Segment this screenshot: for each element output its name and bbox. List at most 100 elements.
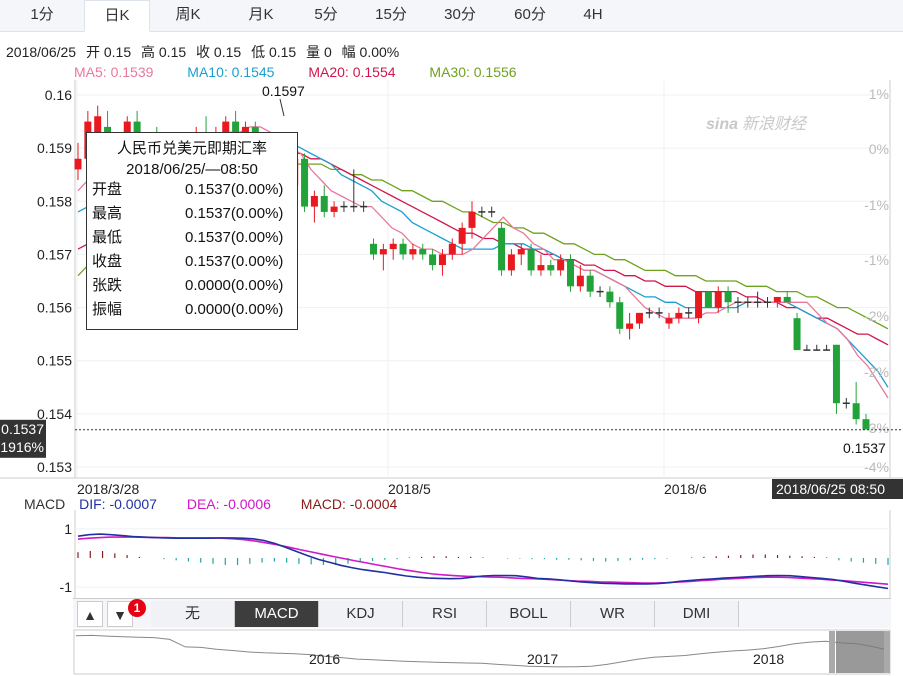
macd-title: MACD [24,496,66,512]
tab-1[interactable]: 日K [84,0,150,32]
indicator-macd[interactable]: MACD [235,601,319,627]
current-pct-label: -3.1916% [0,439,44,455]
dea-line [77,536,889,585]
indicator-wr[interactable]: WR [571,601,655,627]
tab-7[interactable]: 60分 [514,6,546,23]
info-date: 2018/06/25 [6,44,77,60]
indicator-kdj[interactable]: KDJ [319,601,403,627]
candle-body [222,121,230,133]
overview-year-label: 2018 [753,651,784,667]
info-open: 开 0.15 [85,44,132,60]
candle-body [616,302,624,329]
candle-body [419,249,427,255]
overview-frame [73,629,891,675]
pct-tick-label: 1% [869,86,889,102]
pct-tick-label: -2% [864,308,889,324]
x-tick-label: 2018/5 [388,481,431,497]
candle-body [704,291,712,308]
candle-body [537,265,545,271]
tooltip-value: 0.0000(0.00%) [185,277,284,294]
period-tabs: 1分 日K 周K 月K 5分 15分 30分 60分 4H [0,0,903,32]
y-tick-label: 0.159 [37,140,72,156]
candle-body [458,227,466,244]
candle-body [74,158,82,170]
candle-body [783,296,791,303]
info-change: 幅 0.00% [341,44,400,60]
tab-5[interactable]: 15分 [375,6,407,23]
candle-body [527,249,535,271]
overview-year-label: 2016 [309,651,340,667]
tab-0[interactable]: 1分 [30,6,54,23]
ma5-legend: MA5: 0.1539 [74,64,154,80]
indicator-无[interactable]: 无 [151,601,235,627]
candle-body [320,195,328,212]
candle-body [862,419,870,430]
pct-tick-label: -1% [864,197,889,213]
tooltip-value: 0.1537(0.00%) [185,205,284,222]
y-tick-label: 0.157 [37,246,72,262]
candle-body [576,275,584,287]
tooltip-value: 0.1537(0.00%) [185,229,284,246]
y-tick-label: 0.156 [37,300,72,316]
scroll-up-button[interactable]: ▲ [77,601,103,627]
watermark-text: 新浪财经 [742,115,808,133]
pct-tick-label: 0% [869,141,889,157]
notification-badge: 1 [128,599,146,617]
overview-navigator[interactable]: 2016 2017 2018 [0,628,903,676]
macd-value-legend: MACD: -0.0004 [300,496,398,512]
tab-2[interactable]: 周K [175,6,201,23]
tooltip-row: 最高 0.1537(0.00%) [87,202,297,226]
candle-body [232,121,240,133]
tooltip-row: 振幅 0.0000(0.00%) [87,298,297,322]
info-low: 低 0.15 [251,44,297,60]
candle-body [429,254,437,266]
price-label-bg [0,419,46,458]
candle-body [409,249,417,255]
tab-3[interactable]: 月K [248,6,274,23]
scroll-down-button[interactable]: ▼ [107,601,133,627]
tab-4[interactable]: 5分 [314,6,338,23]
indicator-dmi[interactable]: DMI [655,601,739,627]
pct-tick-label: -4% [864,459,889,475]
ohlc-tooltip: 人民币兑美元即期汇率 2018/06/25/—08:50 开盘 0.1537(0.… [86,132,298,330]
candle-body [675,312,683,319]
candle-body [517,249,525,255]
macd-tick-label: 1 [64,521,72,537]
candle-body [606,291,614,303]
candle-body [370,243,377,255]
candle-body [557,259,565,271]
tooltip-row: 开盘 0.1537(0.00%) [87,178,297,202]
candle-body [310,195,318,207]
indicator-rsi[interactable]: RSI [403,601,487,627]
tooltip-row: 张跌 0.0000(0.00%) [87,274,297,298]
pct-tick-label: -2% [864,364,889,380]
macd-chart[interactable]: 1 -1 [0,510,903,600]
ma30-legend: MA30: 0.1556 [429,64,517,80]
crosshair-time-bg [772,479,903,499]
indicator-boll[interactable]: BOLL [487,601,571,627]
candle-body [626,323,634,329]
macd-tick-label: -1 [60,579,73,595]
candle-body [448,243,456,255]
high-marker: 0.1597 [262,83,305,99]
candle-body [379,249,387,255]
y-tick-label: 0.155 [37,353,72,369]
candle-body [389,243,397,250]
pct-tick-label: -1% [864,252,889,268]
dea-legend: DEA: -0.0006 [186,496,271,512]
tab-8[interactable]: 4H [583,6,603,23]
candle-body [793,318,801,351]
tooltip-key: 振幅 [92,301,123,318]
candle-body [832,344,840,404]
overview-handle-right [884,631,890,673]
ma-legend: MA5: 0.1539 MA10: 0.1545 MA20: 0.1554 MA… [74,64,547,80]
candle-body [94,116,102,138]
info-high: 高 0.15 [141,44,187,60]
crosshair-time-label: 2018/06/25 08:50 [776,481,885,497]
tooltip-key: 收盘 [92,253,123,270]
candle-body [665,318,673,324]
high-marker-pointer [279,98,285,117]
candle-body [241,126,249,133]
tab-6[interactable]: 30分 [444,6,476,23]
x-tick-label: 2018/6 [664,481,707,497]
